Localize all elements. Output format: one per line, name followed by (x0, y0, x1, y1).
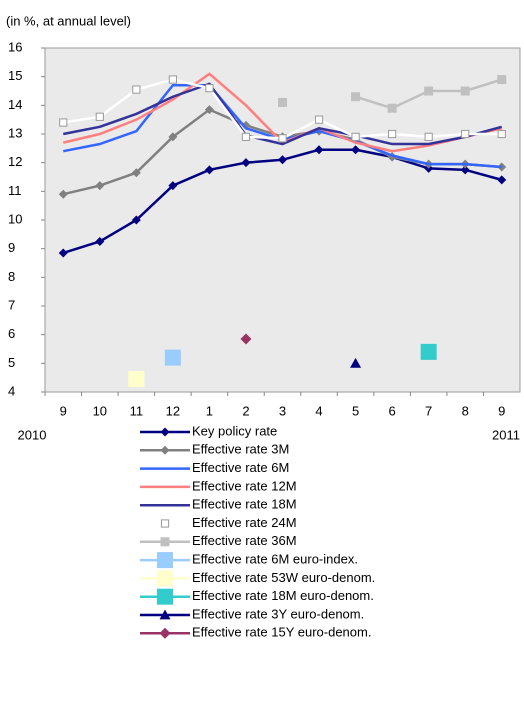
marker (240, 333, 252, 345)
marker (387, 103, 397, 113)
marker (351, 145, 361, 155)
marker (204, 105, 214, 115)
marker (159, 627, 171, 639)
marker (278, 97, 287, 107)
marker (160, 537, 170, 547)
marker (160, 445, 170, 455)
marker (424, 132, 433, 141)
y-tick-label: 12 (8, 154, 22, 169)
x-tick-label: 4 (315, 403, 322, 418)
marker (168, 181, 178, 191)
x-tick-label: 7 (425, 403, 432, 418)
marker (205, 84, 214, 93)
legend-label: Effective rate 3M (192, 442, 289, 457)
y-tick-label: 6 (8, 326, 15, 341)
marker (241, 120, 251, 130)
x-tick-label: 8 (462, 403, 469, 418)
marker (420, 343, 437, 360)
marker (157, 588, 173, 605)
marker (157, 570, 173, 587)
x-tick-label: 9 (60, 403, 67, 418)
y-tick-label: 15 (8, 68, 22, 83)
legend-label: Effective rate 53W euro-denom. (192, 570, 375, 585)
marker (59, 118, 68, 127)
y-tick-label: 7 (8, 297, 15, 312)
marker (241, 132, 251, 141)
marker (58, 248, 68, 258)
marker (388, 129, 397, 139)
marker (350, 357, 362, 368)
legend-label: Effective rate 12M (192, 478, 297, 493)
marker (351, 92, 361, 102)
y-tick-label: 13 (8, 125, 22, 140)
x-tick-label: 10 (93, 403, 107, 418)
year-label: 2011 (492, 427, 520, 442)
marker (278, 134, 287, 143)
legend-label: Effective rate 36M (192, 533, 297, 548)
y-tick-label: 14 (8, 97, 22, 112)
x-tick-label: 6 (388, 403, 395, 418)
series-line (62, 72, 503, 153)
marker (128, 371, 145, 388)
x-tick-label: 2 (242, 403, 249, 418)
legend-label: Effective rate 3Y euro-denom. (192, 606, 364, 621)
marker (95, 112, 104, 121)
legend-label: Effective rate 18M (192, 497, 297, 512)
marker (461, 129, 470, 139)
legend-label: Effective rate 18M euro-denom. (192, 588, 374, 603)
series-line (63, 82, 503, 146)
marker (168, 132, 178, 142)
y-tick-label: 10 (8, 211, 22, 226)
marker (58, 189, 68, 199)
marker (95, 237, 105, 246)
marker (460, 165, 470, 175)
legend-label: Key policy rate (192, 423, 277, 438)
marker (497, 75, 507, 85)
legend-label: Effective rate 24M (192, 515, 297, 530)
marker (314, 145, 324, 155)
y-tick-label: 5 (8, 355, 15, 370)
x-tick-label: 12 (166, 403, 180, 418)
x-tick-label: 1 (206, 403, 213, 418)
x-tick-label: 3 (279, 403, 286, 418)
legend-label: Effective rate 6M euro-index. (192, 552, 358, 567)
year-label: 2010 (18, 427, 47, 442)
marker (160, 427, 170, 437)
y-tick-label: 8 (8, 269, 15, 284)
marker (95, 181, 105, 191)
y-tick-label: 16 (8, 39, 22, 54)
marker (241, 158, 251, 168)
marker (168, 75, 177, 84)
marker (497, 129, 506, 139)
marker (132, 85, 141, 94)
marker (164, 349, 181, 366)
marker (424, 86, 434, 96)
legend-label: Effective rate 6M (192, 460, 289, 475)
marker (460, 86, 470, 96)
marker (159, 609, 171, 620)
y-axis-label: (in %, at annual level) (6, 13, 131, 28)
x-tick-label: 9 (498, 403, 505, 418)
legend-label: Effective rate 15Y euro-denom. (192, 625, 371, 640)
marker (160, 519, 170, 528)
marker (497, 175, 507, 185)
y-tick-label: 9 (8, 240, 15, 255)
marker (131, 168, 141, 178)
marker (131, 215, 141, 225)
marker (314, 115, 324, 124)
marker (278, 155, 287, 165)
y-tick-label: 11 (8, 183, 22, 198)
y-tick-label: 4 (8, 383, 15, 398)
x-tick-label: 5 (352, 403, 359, 418)
marker (351, 132, 360, 141)
x-tick-label: 11 (130, 403, 144, 418)
marker (157, 552, 173, 569)
marker (204, 165, 214, 175)
